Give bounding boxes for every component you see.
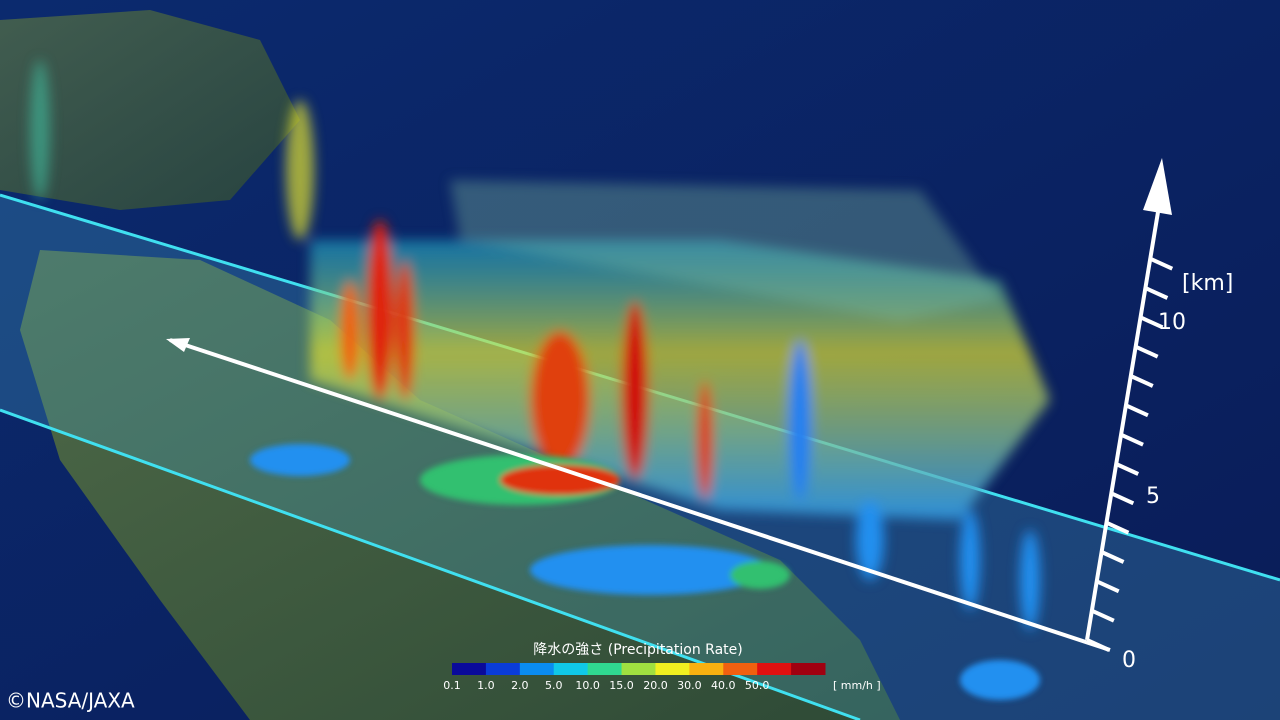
colorbar-segment <box>519 663 555 675</box>
legend-unit: [ mm/h ] <box>833 679 881 692</box>
height-tick <box>1139 315 1164 330</box>
height-tick <box>1144 286 1169 300</box>
height-label: 10 <box>1158 310 1186 335</box>
height-tick <box>1149 256 1174 271</box>
height-label: 5 <box>1146 484 1160 509</box>
height-tick <box>1110 491 1135 506</box>
legend-tick-label: 1.0 <box>477 679 495 692</box>
cross-section-line <box>169 338 1111 652</box>
height-axis <box>1085 158 1174 652</box>
height-label: 0 <box>1122 648 1136 673</box>
colorbar-segment <box>655 663 690 675</box>
arrowhead <box>166 338 190 352</box>
height-tick <box>1105 520 1130 535</box>
height-tick <box>1095 579 1120 594</box>
height-tick <box>1120 432 1144 447</box>
height-tick <box>1134 344 1159 359</box>
legend-tick-label: 0.1 <box>443 679 461 692</box>
legend-tick-label: 5.0 <box>545 679 563 692</box>
colorbar-segment <box>452 663 487 675</box>
colorbar-segment <box>553 663 589 675</box>
height-tick <box>1129 374 1154 388</box>
credit: ©NASA/JAXA <box>6 689 135 713</box>
colorbar-segment <box>587 663 623 675</box>
legend-tick-label: 10.0 <box>575 679 600 692</box>
colorbar-segment <box>757 663 792 675</box>
height-tick <box>1091 608 1115 623</box>
precipitation-curtain <box>30 60 1050 630</box>
legend-tick-label: 15.0 <box>609 679 634 692</box>
colorbar-segment <box>689 663 724 675</box>
colorbar-segment <box>791 663 826 675</box>
legend-tick-label: 50.0 <box>745 679 770 692</box>
legend-tick-label: 20.0 <box>643 679 668 692</box>
legend-tick-label: 2.0 <box>511 679 529 692</box>
colorbar-segment <box>485 663 521 675</box>
legend-tick-label: 40.0 <box>711 679 736 692</box>
height-tick <box>1125 403 1149 418</box>
legend-tick-label: 30.0 <box>677 679 702 692</box>
surface-rain <box>250 444 1040 700</box>
land-north <box>0 10 300 210</box>
height-unit: [km] <box>1182 271 1233 296</box>
colorbar <box>452 663 826 675</box>
height-tick <box>1115 462 1140 476</box>
colorbar-segment <box>621 663 656 675</box>
colorbar-segment <box>723 663 758 675</box>
height-tick <box>1086 638 1110 652</box>
legend-title: 降水の強さ (Precipitation Rate) <box>533 642 742 658</box>
height-tick <box>1100 550 1125 564</box>
